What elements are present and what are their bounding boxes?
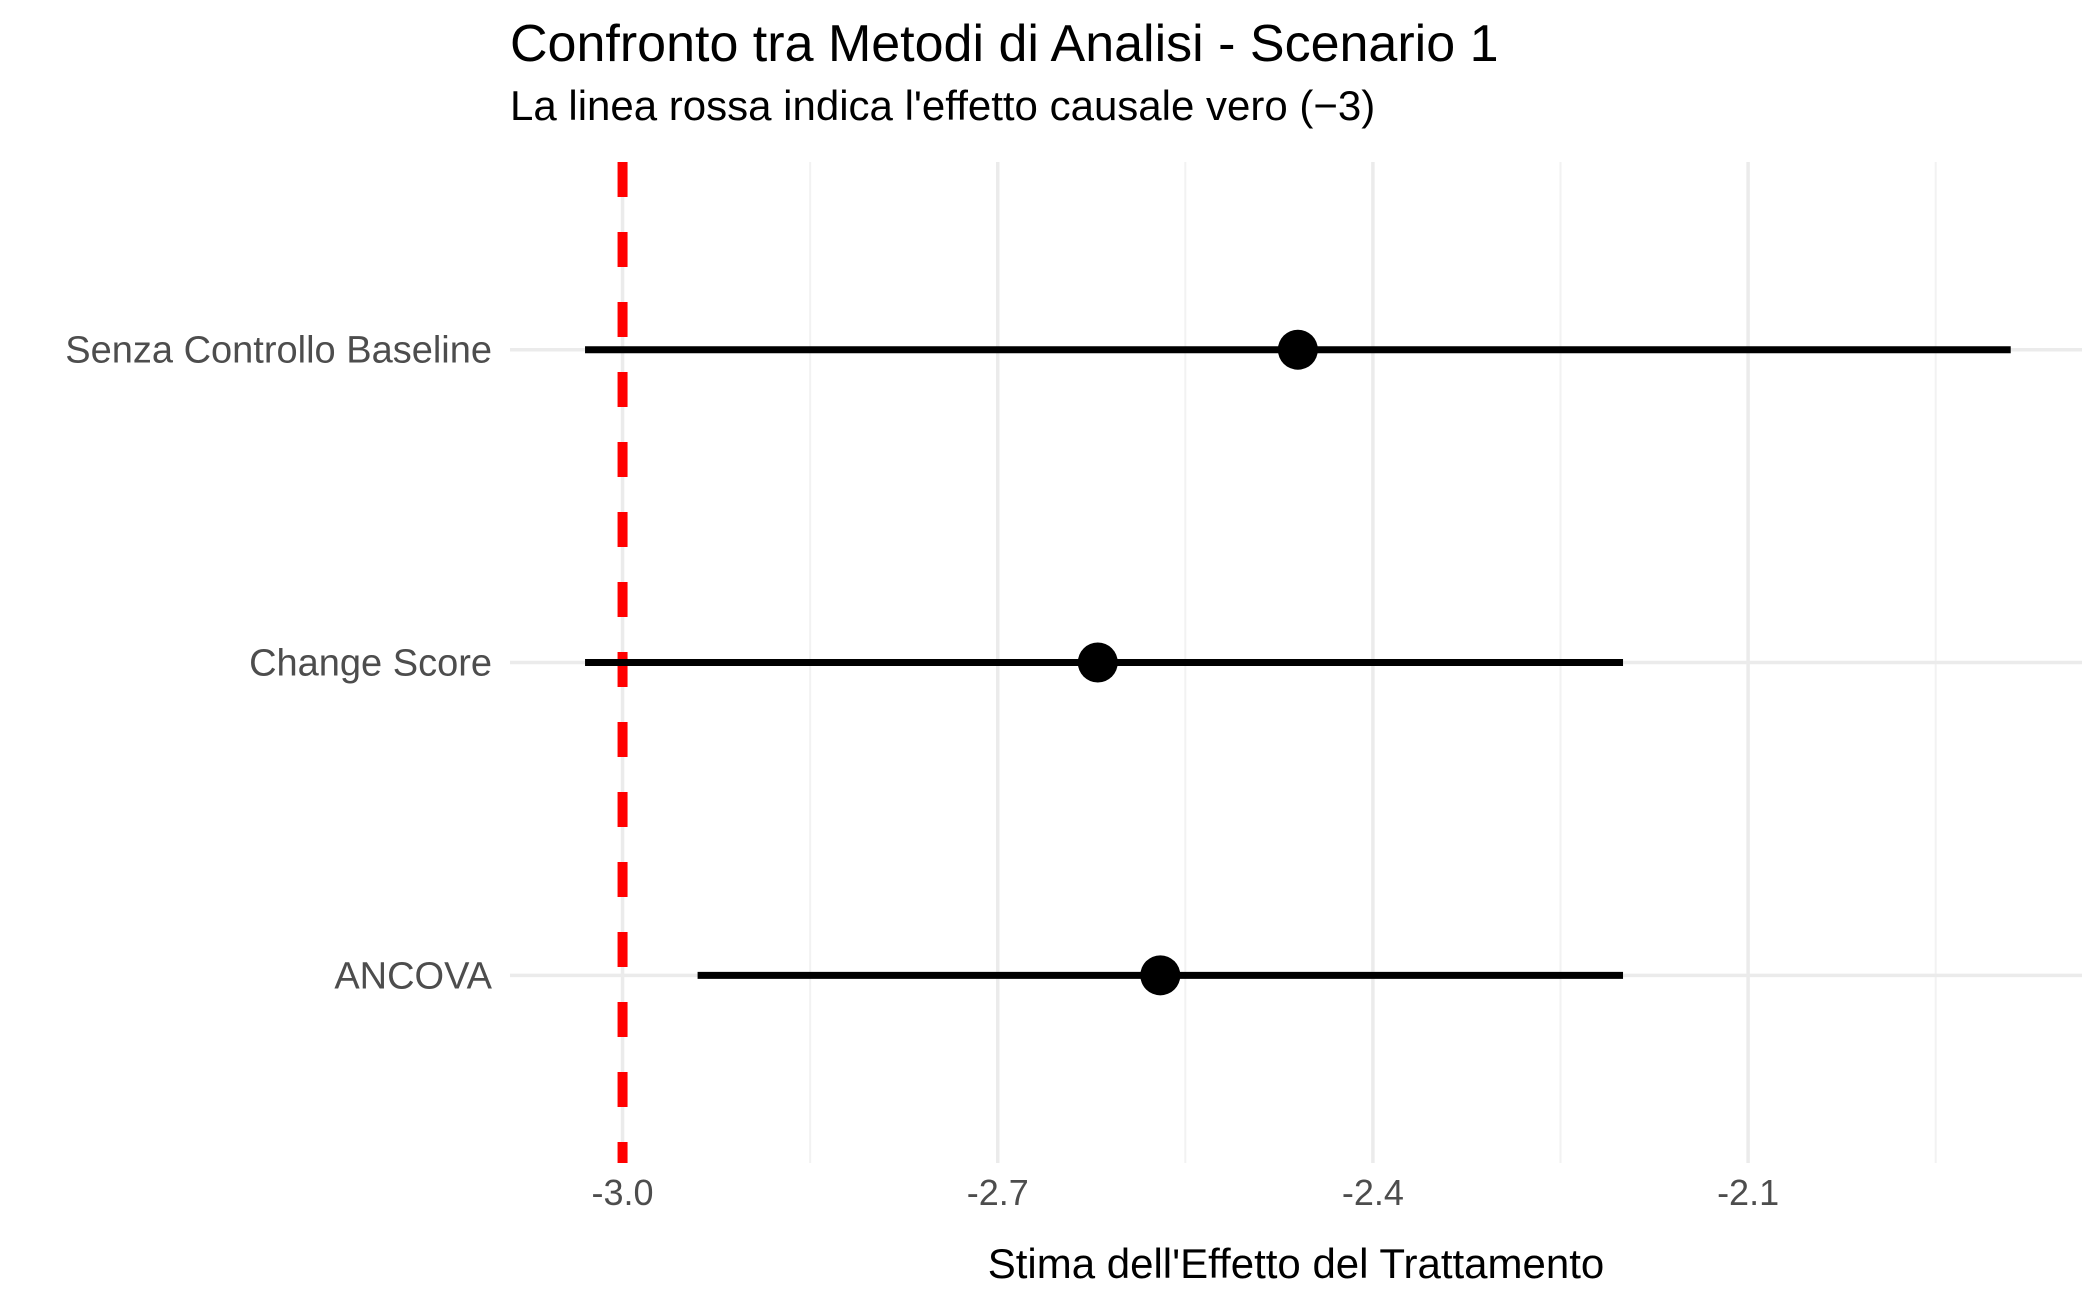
y-category-label: Change Score: [249, 643, 492, 685]
y-category-label: Senza Controllo Baseline: [65, 330, 492, 372]
x-tick-label: -2.1: [1717, 1172, 1779, 1213]
y-category-label: ANCOVA: [334, 955, 492, 997]
chart-subtitle: La linea rossa indica l'effetto causale …: [510, 82, 1376, 129]
point-estimate: [1077, 642, 1118, 683]
point-estimate: [1140, 955, 1181, 996]
x-tick-label: -2.4: [1342, 1172, 1404, 1213]
x-tick-label: -3.0: [592, 1172, 654, 1213]
chart-title: Confronto tra Metodi di Analisi - Scenar…: [510, 15, 1499, 73]
point-estimate: [1277, 329, 1318, 370]
x-axis-title: Stima dell'Effetto del Trattamento: [987, 1240, 1605, 1287]
x-tick-label: -2.7: [967, 1172, 1029, 1213]
